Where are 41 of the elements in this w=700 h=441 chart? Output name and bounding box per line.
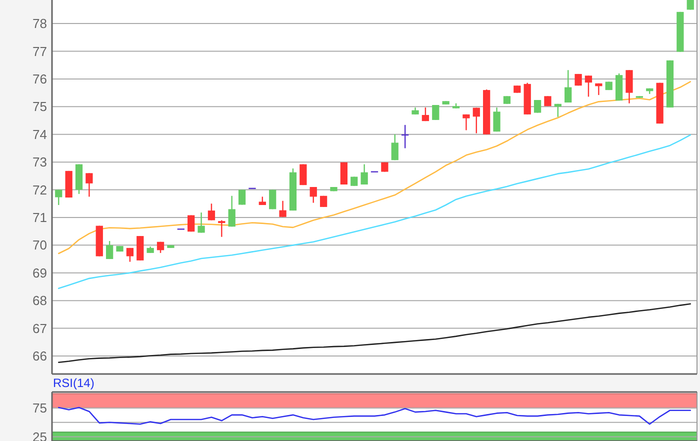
candlestick <box>198 212 205 234</box>
candlestick <box>391 134 398 161</box>
line-series <box>58 303 692 364</box>
candlestick <box>55 189 62 206</box>
candlestick <box>208 203 216 221</box>
candlestick <box>422 106 430 122</box>
candlestick <box>350 176 358 186</box>
candlestick <box>626 69 633 104</box>
y-tick-label: 68 <box>32 293 47 308</box>
y-tick-label: 71 <box>32 210 47 226</box>
candlestick <box>584 75 592 98</box>
y-tick-label: 75 <box>32 400 47 416</box>
y-tick-label: 66 <box>32 348 47 364</box>
y-tick-label: 78 <box>32 16 47 32</box>
candlestick <box>432 104 440 121</box>
candlestick <box>493 106 500 132</box>
y-tick-label: 75 <box>32 99 47 114</box>
y-tick-label: 77 <box>32 44 47 59</box>
candlestick <box>279 200 286 218</box>
candlestick <box>106 240 114 260</box>
candlestick <box>534 99 542 114</box>
y-tick-label: 72 <box>32 182 47 198</box>
candlestick <box>310 186 317 204</box>
candlestick <box>126 247 134 262</box>
candlestick <box>472 107 480 134</box>
y-tick-label: 69 <box>32 265 47 280</box>
line-series <box>58 406 692 425</box>
candlestick <box>228 195 236 228</box>
y-tick-label: 74 <box>32 126 47 142</box>
line-series <box>58 81 692 254</box>
y-tick-label: 67 <box>32 320 47 336</box>
line-series <box>58 134 692 290</box>
candlestick <box>218 220 226 238</box>
candlestick <box>462 114 470 131</box>
candlestick <box>360 164 368 186</box>
candlestick <box>564 69 572 104</box>
candlestick <box>86 172 93 198</box>
chart-title: RSI(14) <box>53 376 94 390</box>
y-tick-label: 76 <box>32 72 47 87</box>
y-tick-label: 73 <box>32 154 47 170</box>
y-tick-label: 70 <box>32 238 47 253</box>
